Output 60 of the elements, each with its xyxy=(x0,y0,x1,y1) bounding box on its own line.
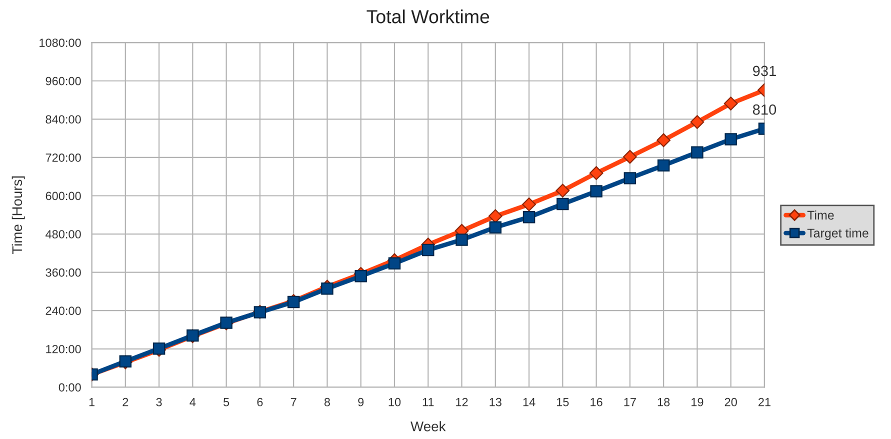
x-tick-label: 1 xyxy=(89,398,94,406)
data-label: 931 xyxy=(752,66,776,76)
x-tick-label: 2 xyxy=(122,398,128,406)
legend-label: Target time xyxy=(807,228,868,240)
point xyxy=(724,96,738,110)
x-tick-label: 7 xyxy=(290,398,296,406)
x-tick-label: 20 xyxy=(724,398,737,406)
point xyxy=(691,146,704,158)
y-tick-label: 1080:00 xyxy=(40,38,81,47)
point xyxy=(556,184,570,198)
x-tick-label: 4 xyxy=(190,398,196,406)
y-tick-label: 240:00 xyxy=(46,306,81,316)
y-tick-label: 840:00 xyxy=(46,115,81,124)
y-tick-label: 120:00 xyxy=(46,344,81,354)
point xyxy=(152,342,166,355)
legend-label: Time xyxy=(807,210,834,220)
x-tick-label: 15 xyxy=(557,398,569,406)
point xyxy=(556,198,569,210)
x-tick-label: 3 xyxy=(156,398,162,406)
x-tick-label: 9 xyxy=(358,398,364,406)
x-tick-label: 10 xyxy=(388,398,401,406)
x-tick-label: 13 xyxy=(490,398,502,406)
data-label: 810 xyxy=(752,104,776,115)
y-tick-label: 0:00 xyxy=(58,383,81,392)
point xyxy=(456,234,468,246)
x-tick-label: 14 xyxy=(523,398,536,406)
x-tick-label: 18 xyxy=(658,398,670,406)
y-tick-label: 600:00 xyxy=(46,192,81,200)
x-tick-label: 16 xyxy=(590,398,602,406)
x-axis-title: Week xyxy=(410,421,446,432)
point xyxy=(657,159,670,172)
point xyxy=(724,133,737,146)
y-tick-label: 960:00 xyxy=(46,76,81,86)
point xyxy=(422,244,434,256)
chart-title: Total Worktime xyxy=(366,10,490,24)
x-tick-label: 11 xyxy=(422,398,434,406)
x-tick-label: 21 xyxy=(758,398,770,406)
x-tick-label: 8 xyxy=(324,398,330,406)
point xyxy=(690,115,704,129)
point xyxy=(488,209,502,224)
point xyxy=(388,257,401,270)
x-tick-label: 12 xyxy=(456,398,468,406)
x-tick-label: 17 xyxy=(624,398,636,406)
y-tick-label: 720:00 xyxy=(46,153,81,162)
point xyxy=(489,221,502,234)
point xyxy=(589,166,604,180)
point xyxy=(656,133,671,148)
point xyxy=(590,185,602,198)
point xyxy=(522,211,536,224)
point xyxy=(522,197,536,212)
y-tick-label: 480:00 xyxy=(46,230,81,238)
x-tick-label: 6 xyxy=(257,398,263,406)
x-tick-label: 19 xyxy=(692,398,704,406)
point xyxy=(321,282,334,295)
point xyxy=(623,150,637,164)
y-tick-label: 360:00 xyxy=(46,268,81,277)
point xyxy=(624,172,636,184)
x-tick-label: 5 xyxy=(224,398,230,406)
y-axis-title: Time [Hours] xyxy=(12,176,25,254)
point xyxy=(354,270,367,282)
